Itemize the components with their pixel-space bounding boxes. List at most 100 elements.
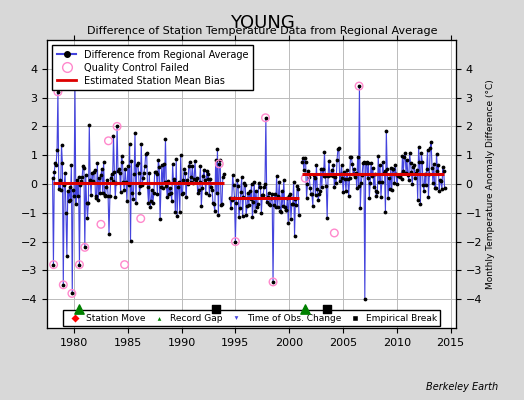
Y-axis label: Monthly Temperature Anomaly Difference (°C): Monthly Temperature Anomaly Difference (… xyxy=(486,79,495,289)
Point xyxy=(162,182,170,189)
Point xyxy=(372,193,380,200)
Point xyxy=(393,181,401,188)
Point xyxy=(62,210,70,216)
Point xyxy=(155,164,163,170)
Point xyxy=(75,262,84,268)
Point xyxy=(67,162,75,168)
Point xyxy=(58,160,67,166)
Point xyxy=(345,175,354,182)
Point xyxy=(382,128,390,134)
Point xyxy=(272,173,281,179)
Point xyxy=(165,191,173,197)
Point xyxy=(316,187,324,194)
Point xyxy=(120,187,128,193)
Point xyxy=(178,189,187,196)
Point xyxy=(233,177,242,183)
Point xyxy=(435,188,443,194)
Point xyxy=(88,170,96,176)
Point xyxy=(264,194,272,200)
Point xyxy=(270,202,278,208)
Point xyxy=(244,190,252,196)
Point xyxy=(49,262,58,268)
Point xyxy=(356,205,365,211)
Point xyxy=(68,290,76,297)
Point xyxy=(95,175,103,182)
Point xyxy=(116,170,124,176)
Point xyxy=(321,172,330,179)
Point xyxy=(253,203,261,210)
Point xyxy=(180,166,189,172)
Point xyxy=(126,238,135,244)
Point xyxy=(265,201,274,208)
Point xyxy=(193,174,201,181)
Point xyxy=(166,185,174,191)
Point xyxy=(422,182,430,188)
Point xyxy=(59,282,68,288)
Point xyxy=(87,191,95,198)
Point xyxy=(267,195,276,202)
Point xyxy=(218,201,226,207)
Point xyxy=(195,179,204,185)
Point xyxy=(197,203,205,210)
Point xyxy=(57,187,65,193)
Point xyxy=(430,161,438,168)
Point xyxy=(348,160,356,167)
Point xyxy=(368,173,376,179)
Point xyxy=(212,190,221,196)
Point xyxy=(298,159,306,165)
Point xyxy=(200,166,208,173)
Point xyxy=(421,171,429,177)
Point xyxy=(150,169,159,175)
Point xyxy=(228,172,237,178)
Point xyxy=(320,172,328,179)
Point xyxy=(212,157,220,164)
Point xyxy=(402,170,410,176)
Point xyxy=(113,123,121,130)
Point xyxy=(387,165,395,172)
Point xyxy=(167,190,175,196)
Point xyxy=(312,162,321,168)
Point xyxy=(422,166,431,172)
Point xyxy=(236,205,244,211)
Point xyxy=(258,191,267,198)
Point xyxy=(187,174,195,180)
Point xyxy=(250,179,258,186)
Point xyxy=(178,191,186,197)
Point xyxy=(324,173,332,180)
Point xyxy=(122,178,130,185)
Point xyxy=(61,170,69,176)
Point xyxy=(57,142,66,148)
Point xyxy=(89,178,97,184)
Point xyxy=(408,181,417,188)
Point xyxy=(198,185,206,192)
Point xyxy=(191,158,199,164)
Point xyxy=(396,173,404,180)
Point xyxy=(370,171,379,177)
Point xyxy=(147,198,155,204)
Point xyxy=(248,214,257,221)
Point xyxy=(401,150,409,156)
Point xyxy=(174,178,183,185)
Point xyxy=(386,186,394,192)
Point xyxy=(366,180,374,186)
Point xyxy=(194,186,203,193)
Point xyxy=(183,177,191,183)
Point xyxy=(176,209,184,215)
Point xyxy=(160,179,169,185)
Point xyxy=(289,201,297,208)
Point xyxy=(311,192,320,199)
Point xyxy=(209,200,217,206)
Point xyxy=(425,171,433,178)
Point xyxy=(261,114,270,121)
Point xyxy=(91,195,100,202)
Point xyxy=(137,215,145,222)
Point xyxy=(107,170,116,177)
Point xyxy=(246,188,254,194)
Point xyxy=(114,168,122,174)
Point xyxy=(320,149,329,156)
Point xyxy=(383,166,391,173)
Point xyxy=(251,208,259,214)
Point xyxy=(80,164,88,171)
Point xyxy=(151,169,160,175)
Point xyxy=(432,150,441,157)
